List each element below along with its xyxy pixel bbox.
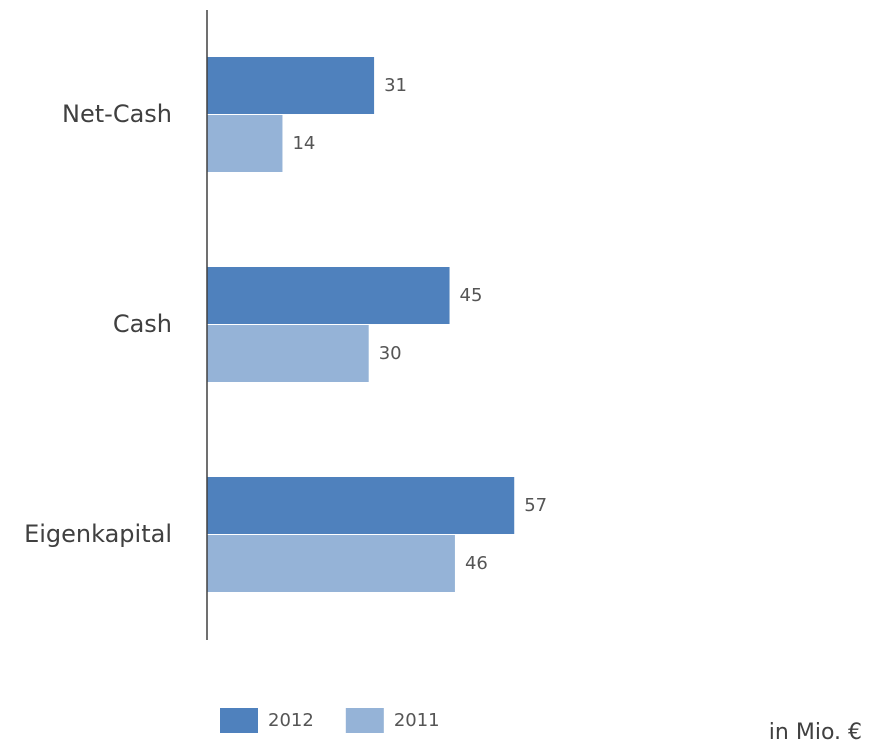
legend-swatch (345, 708, 384, 733)
value-label: 45 (460, 285, 483, 306)
value-label: 31 (384, 75, 407, 96)
legend-swatch (220, 708, 258, 733)
unit-note: in Mio. € (769, 720, 862, 745)
category-label: Cash (113, 310, 172, 338)
bar (207, 57, 375, 114)
value-label: 57 (524, 495, 547, 516)
bar (207, 535, 455, 592)
bar (207, 477, 515, 534)
legend-label: 2011 (394, 710, 440, 731)
category-label: Eigenkapital (24, 520, 172, 548)
legend-label: 2012 (268, 710, 314, 731)
bar (207, 115, 283, 172)
value-label: 46 (465, 553, 488, 574)
value-label: 14 (292, 133, 315, 154)
bar (207, 325, 369, 382)
bar (207, 267, 450, 324)
category-label: Net-Cash (62, 100, 172, 128)
value-label: 30 (379, 343, 402, 364)
